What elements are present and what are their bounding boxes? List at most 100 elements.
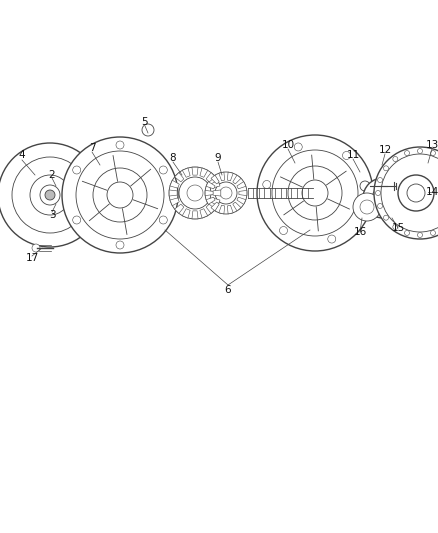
Circle shape [302, 180, 328, 206]
Circle shape [407, 184, 425, 202]
Polygon shape [227, 205, 233, 214]
Text: 4: 4 [19, 150, 25, 160]
Polygon shape [227, 172, 233, 181]
Text: 2: 2 [49, 170, 55, 180]
Polygon shape [213, 190, 221, 196]
Polygon shape [175, 173, 184, 182]
Circle shape [279, 227, 287, 235]
Circle shape [378, 204, 382, 208]
Circle shape [375, 190, 381, 196]
Circle shape [431, 150, 435, 156]
Circle shape [384, 166, 389, 171]
Circle shape [73, 216, 81, 224]
Circle shape [116, 241, 124, 249]
Circle shape [360, 200, 374, 214]
Text: 3: 3 [49, 210, 55, 220]
Circle shape [384, 215, 389, 220]
Circle shape [32, 244, 40, 252]
Circle shape [405, 150, 410, 156]
Circle shape [398, 175, 434, 211]
Circle shape [353, 193, 381, 221]
Polygon shape [170, 198, 179, 206]
Circle shape [187, 185, 203, 201]
Circle shape [142, 124, 154, 136]
Circle shape [405, 230, 410, 236]
Circle shape [359, 198, 367, 206]
Circle shape [73, 166, 81, 174]
Circle shape [431, 230, 435, 236]
Circle shape [107, 182, 133, 208]
Polygon shape [206, 182, 215, 189]
Circle shape [45, 190, 55, 200]
Text: 6: 6 [225, 285, 231, 295]
Circle shape [215, 182, 237, 204]
Polygon shape [237, 197, 246, 204]
Circle shape [363, 178, 403, 218]
Circle shape [93, 168, 147, 222]
Circle shape [328, 235, 336, 243]
Circle shape [417, 232, 423, 238]
Polygon shape [175, 204, 184, 213]
Circle shape [220, 187, 232, 199]
Circle shape [376, 182, 384, 190]
Circle shape [393, 157, 398, 161]
Polygon shape [239, 190, 247, 196]
Polygon shape [237, 182, 246, 189]
Polygon shape [219, 205, 225, 214]
Circle shape [159, 216, 167, 224]
Circle shape [288, 166, 342, 220]
Text: 17: 17 [25, 253, 39, 263]
Polygon shape [170, 180, 179, 188]
Text: 15: 15 [392, 223, 405, 233]
Polygon shape [192, 167, 198, 175]
Circle shape [0, 143, 102, 247]
Text: 7: 7 [88, 143, 95, 153]
Text: 16: 16 [353, 227, 367, 237]
Text: 10: 10 [282, 140, 295, 150]
Circle shape [179, 177, 211, 209]
Polygon shape [211, 175, 219, 184]
Circle shape [294, 143, 302, 151]
Circle shape [257, 135, 373, 251]
Circle shape [343, 151, 350, 159]
Circle shape [372, 187, 394, 209]
Circle shape [378, 177, 382, 182]
Polygon shape [206, 197, 215, 204]
Polygon shape [211, 180, 220, 188]
Circle shape [40, 185, 60, 205]
Circle shape [417, 149, 423, 154]
Circle shape [272, 150, 358, 236]
Polygon shape [182, 209, 190, 218]
Text: 12: 12 [378, 145, 392, 155]
Polygon shape [192, 211, 198, 219]
Circle shape [62, 137, 178, 253]
Text: 5: 5 [141, 117, 148, 127]
Text: 13: 13 [425, 140, 438, 150]
Polygon shape [205, 190, 213, 196]
Polygon shape [211, 198, 220, 206]
Text: 9: 9 [215, 153, 221, 163]
Circle shape [12, 157, 88, 233]
Polygon shape [219, 172, 225, 181]
Circle shape [393, 224, 398, 230]
Polygon shape [211, 202, 219, 211]
Text: 14: 14 [425, 187, 438, 197]
Circle shape [381, 154, 438, 232]
Polygon shape [233, 202, 241, 211]
Text: 8: 8 [170, 153, 177, 163]
Circle shape [374, 147, 438, 239]
Polygon shape [206, 204, 215, 213]
Circle shape [360, 181, 370, 191]
Polygon shape [206, 173, 215, 182]
Circle shape [159, 166, 167, 174]
Polygon shape [200, 168, 208, 177]
Polygon shape [200, 209, 208, 218]
Polygon shape [169, 190, 177, 196]
Polygon shape [182, 168, 190, 177]
Circle shape [263, 181, 271, 189]
Text: 11: 11 [346, 150, 360, 160]
Circle shape [30, 175, 70, 215]
Circle shape [76, 151, 164, 239]
Polygon shape [233, 175, 241, 184]
Circle shape [116, 141, 124, 149]
